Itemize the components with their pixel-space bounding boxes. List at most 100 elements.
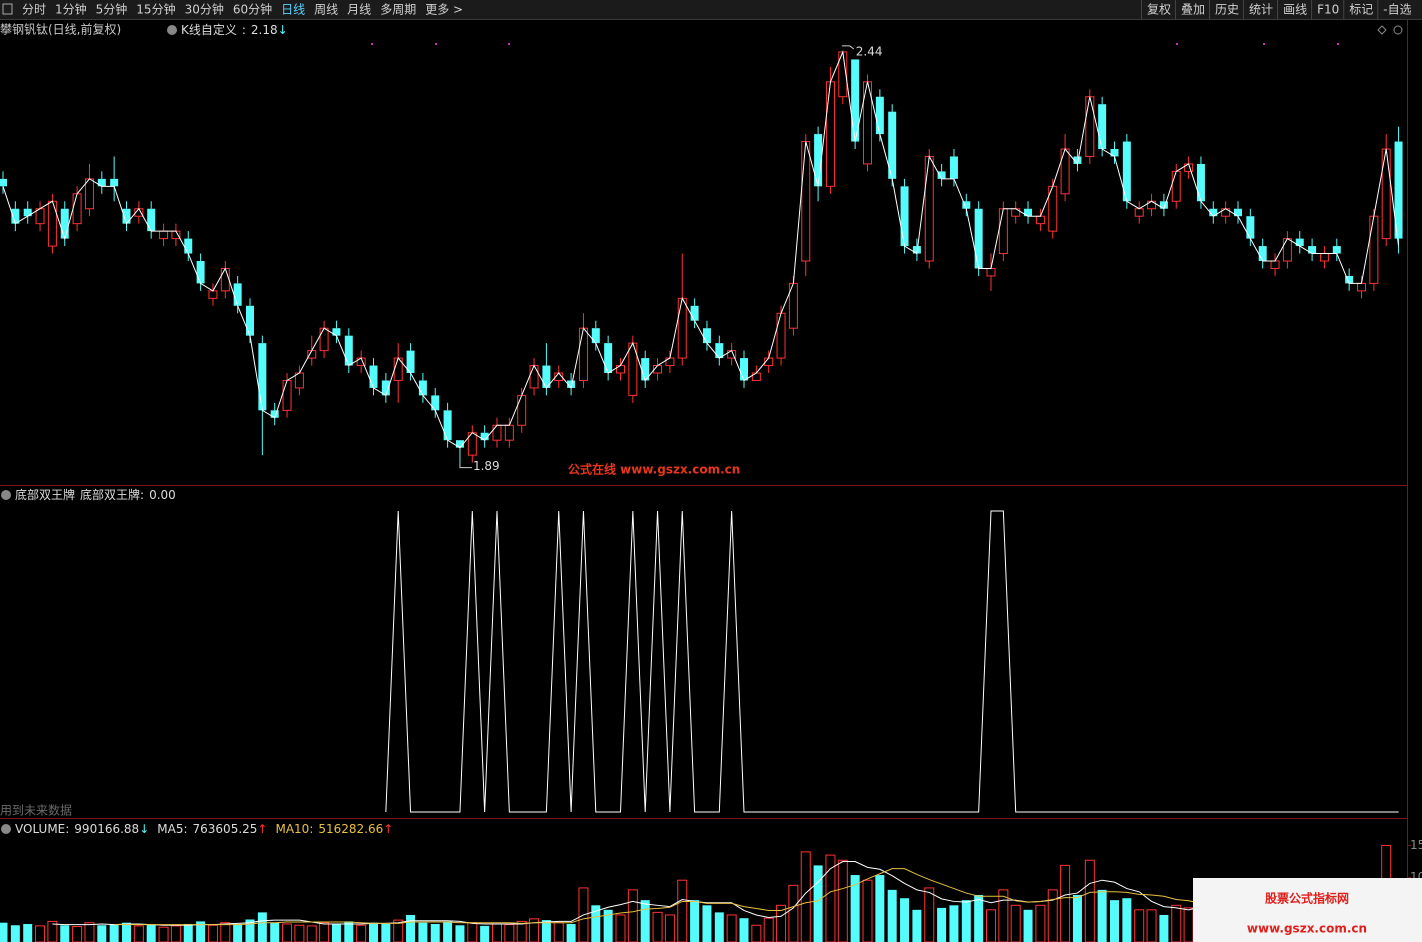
diamond-icon[interactable] — [1377, 25, 1387, 35]
y-tick-label: 15 — [1410, 838, 1422, 852]
volume-bar — [319, 922, 330, 942]
candle-body — [715, 343, 724, 359]
candle-body — [1270, 260, 1280, 269]
candle-body — [677, 297, 687, 359]
volume-bar — [1134, 909, 1145, 942]
volume-bar — [900, 898, 910, 942]
volume-bar — [714, 912, 724, 942]
period-tab[interactable]: 30分钟 — [185, 2, 224, 17]
candle-body — [47, 200, 57, 247]
volume-bar — [825, 854, 836, 942]
period-tab[interactable]: 周线 — [314, 3, 338, 17]
period-tab[interactable]: 月线 — [347, 3, 371, 17]
candle-body — [220, 267, 230, 292]
volume-bar — [937, 907, 947, 942]
candle-body — [171, 230, 181, 240]
period-tab[interactable]: 多周期 — [380, 3, 416, 17]
period-tab[interactable]: 60分钟 — [233, 2, 272, 17]
circle-icon[interactable] — [1393, 25, 1403, 35]
tool-button[interactable]: F10 — [1317, 3, 1339, 17]
tool-button[interactable]: 叠加 — [1181, 3, 1205, 17]
period-tab[interactable]: 日线 — [281, 3, 305, 17]
candle-body — [1196, 163, 1205, 202]
candle-body — [60, 208, 69, 239]
tool-button[interactable]: 历史 — [1215, 3, 1239, 17]
candle-body — [825, 81, 835, 187]
candle-body — [814, 134, 823, 187]
volume-bar — [949, 905, 959, 942]
volume-bar — [875, 875, 885, 942]
tool-button[interactable]: 统计 — [1249, 3, 1273, 17]
volume-bar — [122, 922, 131, 942]
candle-body — [0, 178, 7, 187]
signal-title: 底部双王牌 — [15, 487, 75, 502]
candle-body — [1332, 246, 1341, 254]
volume-bar — [133, 925, 144, 942]
indicator-toggle[interactable] — [1, 490, 11, 500]
volume-bar — [1035, 904, 1046, 942]
separator: : — [183, 822, 187, 836]
volume-bar — [369, 922, 378, 942]
volume-bar — [406, 914, 416, 942]
candle-body — [455, 440, 464, 448]
candle-body — [504, 424, 514, 441]
volume-bar — [356, 924, 367, 942]
indicator-toggle[interactable] — [1, 824, 11, 834]
tool-button[interactable]: 画线 — [1283, 3, 1307, 17]
separator: : — [309, 822, 313, 836]
tool-button[interactable]: 复权 — [1147, 3, 1171, 17]
candle-body — [1122, 141, 1131, 202]
candle-body — [1085, 96, 1095, 157]
volume-bar — [912, 909, 922, 942]
volume-bar — [974, 895, 984, 942]
candle-body — [23, 208, 32, 217]
signal-legend: 底部双王牌 底部双王牌: 0.00 — [15, 487, 176, 502]
volume-bar — [702, 905, 712, 942]
period-tab[interactable]: 5分钟 — [96, 2, 128, 17]
candle-body — [159, 230, 169, 240]
candle-body — [937, 171, 946, 179]
volume-bar — [862, 879, 873, 942]
separator: : — [242, 23, 246, 37]
period-tab[interactable]: 15分钟 — [136, 2, 175, 17]
candle-body — [406, 350, 415, 373]
indicator-legend: K线自定义:2.18↓ — [181, 22, 288, 37]
candle-body — [517, 394, 527, 426]
candle-body — [1394, 141, 1403, 239]
volume-bar — [1122, 898, 1132, 942]
volume-bar — [751, 924, 762, 942]
volume-bar — [1010, 904, 1021, 942]
candle-body — [1060, 148, 1070, 195]
logo-url: www.gszx.com.cn — [1247, 922, 1367, 936]
candle-body — [480, 432, 489, 441]
candle-body — [184, 238, 193, 254]
candle-body — [1246, 216, 1255, 239]
volume-bar — [726, 914, 737, 942]
tool-button[interactable]: 标记 — [1349, 3, 1373, 17]
candle-body — [332, 328, 341, 336]
volume-bar — [1084, 859, 1095, 942]
menu-icon[interactable] — [2, 3, 13, 15]
tool-buttons: 复权 叠加 历史 统计 画线 F10 标记 -自选 — [1141, 0, 1412, 19]
candle-body — [1258, 246, 1267, 261]
volume-bar — [615, 914, 626, 942]
trend-arrow: ↑ — [383, 822, 393, 836]
volume-bar — [331, 923, 341, 942]
candle-body — [1110, 149, 1119, 157]
volume-bar — [690, 900, 700, 942]
candle-body — [1369, 215, 1379, 284]
indicator-toggle[interactable] — [167, 25, 177, 35]
volume-title: VOLUME — [15, 822, 65, 836]
candle-body — [1234, 208, 1242, 217]
period-tab[interactable]: 更多 > — [425, 3, 463, 17]
candle-body — [962, 201, 971, 209]
volume-bar — [35, 925, 46, 942]
volume-bar — [1171, 904, 1182, 942]
tool-button[interactable]: -自选 — [1383, 3, 1411, 17]
candle-body — [431, 395, 440, 411]
period-tab[interactable]: 分时 — [22, 3, 46, 17]
volume-bar — [1023, 909, 1033, 942]
period-tab[interactable]: 1分钟 — [55, 2, 87, 17]
volume-bar — [763, 917, 774, 942]
